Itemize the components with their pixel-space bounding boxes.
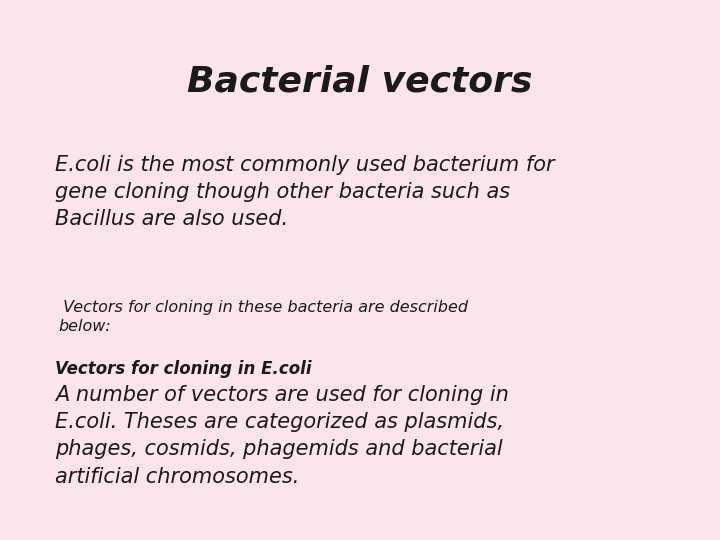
Text: E.coli is the most commonly used bacterium for
gene cloning though other bacteri: E.coli is the most commonly used bacteri… <box>55 155 554 230</box>
Text: Vectors for cloning in E.coli: Vectors for cloning in E.coli <box>55 360 312 378</box>
Text: Vectors for cloning in these bacteria are described
below:: Vectors for cloning in these bacteria ar… <box>58 300 468 334</box>
Text: A number of vectors are used for cloning in
E.coli. Theses are categorized as pl: A number of vectors are used for cloning… <box>55 385 509 487</box>
Text: Bacterial vectors: Bacterial vectors <box>187 65 533 99</box>
